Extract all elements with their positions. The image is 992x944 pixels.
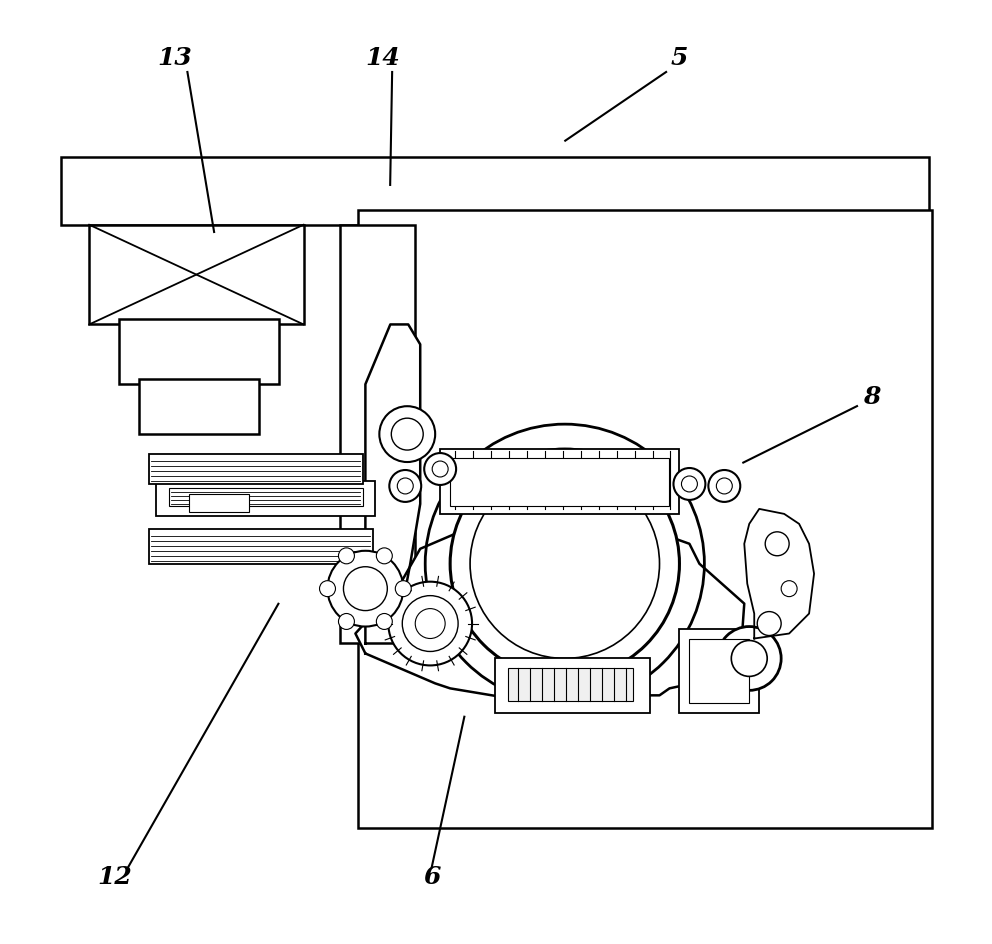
Text: 5: 5 — [671, 46, 687, 70]
Circle shape — [781, 581, 798, 597]
Circle shape — [450, 449, 680, 679]
Circle shape — [716, 478, 732, 494]
Circle shape — [403, 596, 458, 651]
Bar — [156, 481, 375, 515]
Circle shape — [397, 478, 414, 494]
Polygon shape — [744, 509, 814, 638]
Circle shape — [416, 609, 445, 638]
Circle shape — [376, 614, 392, 630]
Circle shape — [717, 627, 781, 690]
Polygon shape — [355, 514, 744, 699]
Bar — [149, 454, 363, 484]
Text: 8: 8 — [863, 385, 881, 409]
Bar — [358, 210, 931, 828]
Circle shape — [682, 476, 697, 492]
Circle shape — [379, 406, 435, 462]
Bar — [62, 157, 929, 225]
Bar — [689, 638, 749, 703]
Bar — [680, 629, 759, 714]
Circle shape — [327, 550, 404, 627]
Bar — [340, 225, 416, 644]
Circle shape — [731, 640, 767, 677]
Bar — [495, 659, 650, 714]
Bar — [89, 225, 304, 325]
Bar — [169, 488, 363, 506]
Circle shape — [765, 531, 789, 556]
Circle shape — [319, 581, 335, 597]
Polygon shape — [365, 325, 421, 644]
Bar — [149, 529, 373, 564]
Bar — [440, 449, 680, 514]
Circle shape — [391, 418, 424, 450]
Text: 6: 6 — [423, 865, 440, 888]
Circle shape — [425, 453, 456, 485]
Circle shape — [674, 468, 705, 500]
Circle shape — [389, 470, 422, 502]
Text: 13: 13 — [157, 46, 191, 70]
Circle shape — [376, 548, 392, 564]
Circle shape — [343, 566, 387, 611]
Text: 12: 12 — [98, 865, 133, 888]
Bar — [139, 379, 259, 434]
Circle shape — [395, 581, 412, 597]
Circle shape — [338, 548, 354, 564]
Circle shape — [470, 469, 660, 659]
Bar — [119, 319, 279, 384]
Bar — [450, 458, 670, 506]
Circle shape — [388, 582, 472, 666]
Circle shape — [433, 461, 448, 477]
Bar — [508, 668, 633, 701]
Circle shape — [708, 470, 740, 502]
Bar — [188, 494, 249, 512]
Circle shape — [757, 612, 781, 635]
Text: 14: 14 — [365, 46, 400, 70]
Circle shape — [338, 614, 354, 630]
